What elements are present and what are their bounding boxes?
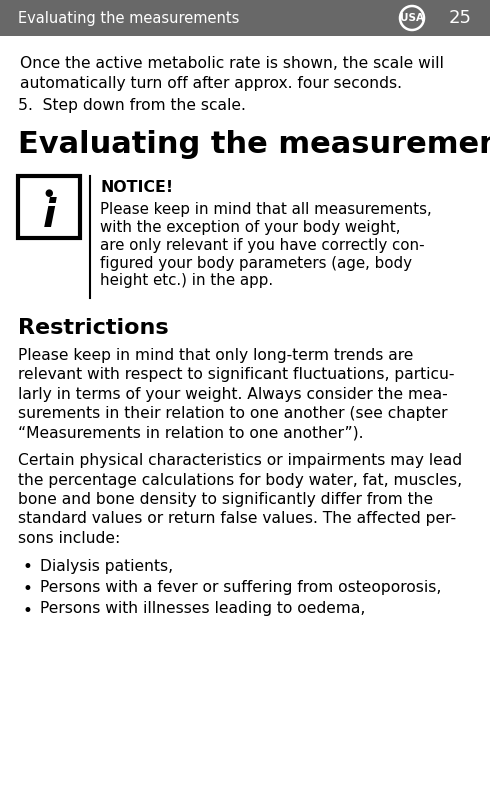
Text: bone and bone density to significantly differ from the: bone and bone density to significantly d…: [18, 492, 433, 507]
Text: Evaluating the measurements: Evaluating the measurements: [18, 11, 240, 26]
Text: with the exception of your body weight,: with the exception of your body weight,: [100, 219, 400, 235]
Text: surements in their relation to one another (see chapter: surements in their relation to one anoth…: [18, 406, 447, 421]
Text: standard values or return false values. The affected per-: standard values or return false values. …: [18, 511, 456, 527]
Text: Evaluating the measurements: Evaluating the measurements: [18, 129, 490, 159]
Text: NOTICE!: NOTICE!: [100, 180, 173, 194]
Bar: [18, 176, 80, 238]
Text: height etc.) in the app.: height etc.) in the app.: [100, 273, 273, 289]
Bar: [0, 0, 490, 36]
Text: Please keep in mind that only long-term trends are: Please keep in mind that only long-term …: [18, 348, 414, 362]
Text: Persons with a fever or suffering from osteoporosis,: Persons with a fever or suffering from o…: [40, 580, 441, 595]
Text: 25: 25: [449, 9, 472, 27]
Text: 5.  Step down from the scale.: 5. Step down from the scale.: [18, 98, 246, 113]
Text: •: •: [22, 558, 32, 577]
Text: Once the active metabolic rate is shown, the scale will: Once the active metabolic rate is shown,…: [20, 56, 444, 71]
Text: Please keep in mind that all measurements,: Please keep in mind that all measurement…: [100, 201, 432, 217]
Text: •: •: [22, 580, 32, 598]
Text: the percentage calculations for body water, fat, muscles,: the percentage calculations for body wat…: [18, 472, 462, 488]
Text: are only relevant if you have correctly con-: are only relevant if you have correctly …: [100, 238, 425, 252]
Text: ●: ●: [45, 188, 53, 198]
Text: Certain physical characteristics or impairments may lead: Certain physical characteristics or impa…: [18, 453, 462, 468]
Text: i: i: [42, 197, 56, 235]
Text: “Measurements in relation to one another”).: “Measurements in relation to one another…: [18, 426, 364, 440]
Text: •: •: [22, 602, 32, 620]
Text: relevant with respect to significant fluctuations, particu-: relevant with respect to significant flu…: [18, 367, 455, 382]
Text: larly in terms of your weight. Always consider the mea-: larly in terms of your weight. Always co…: [18, 387, 448, 401]
Text: sons include:: sons include:: [18, 531, 120, 546]
Text: Persons with illnesses leading to oedema,: Persons with illnesses leading to oedema…: [40, 602, 366, 616]
Text: automatically turn off after approx. four seconds.: automatically turn off after approx. fou…: [20, 75, 402, 91]
Text: USA: USA: [400, 13, 424, 23]
Text: Restrictions: Restrictions: [18, 317, 169, 337]
Text: Dialysis patients,: Dialysis patients,: [40, 558, 173, 574]
Text: figured your body parameters (age, body: figured your body parameters (age, body: [100, 256, 412, 270]
